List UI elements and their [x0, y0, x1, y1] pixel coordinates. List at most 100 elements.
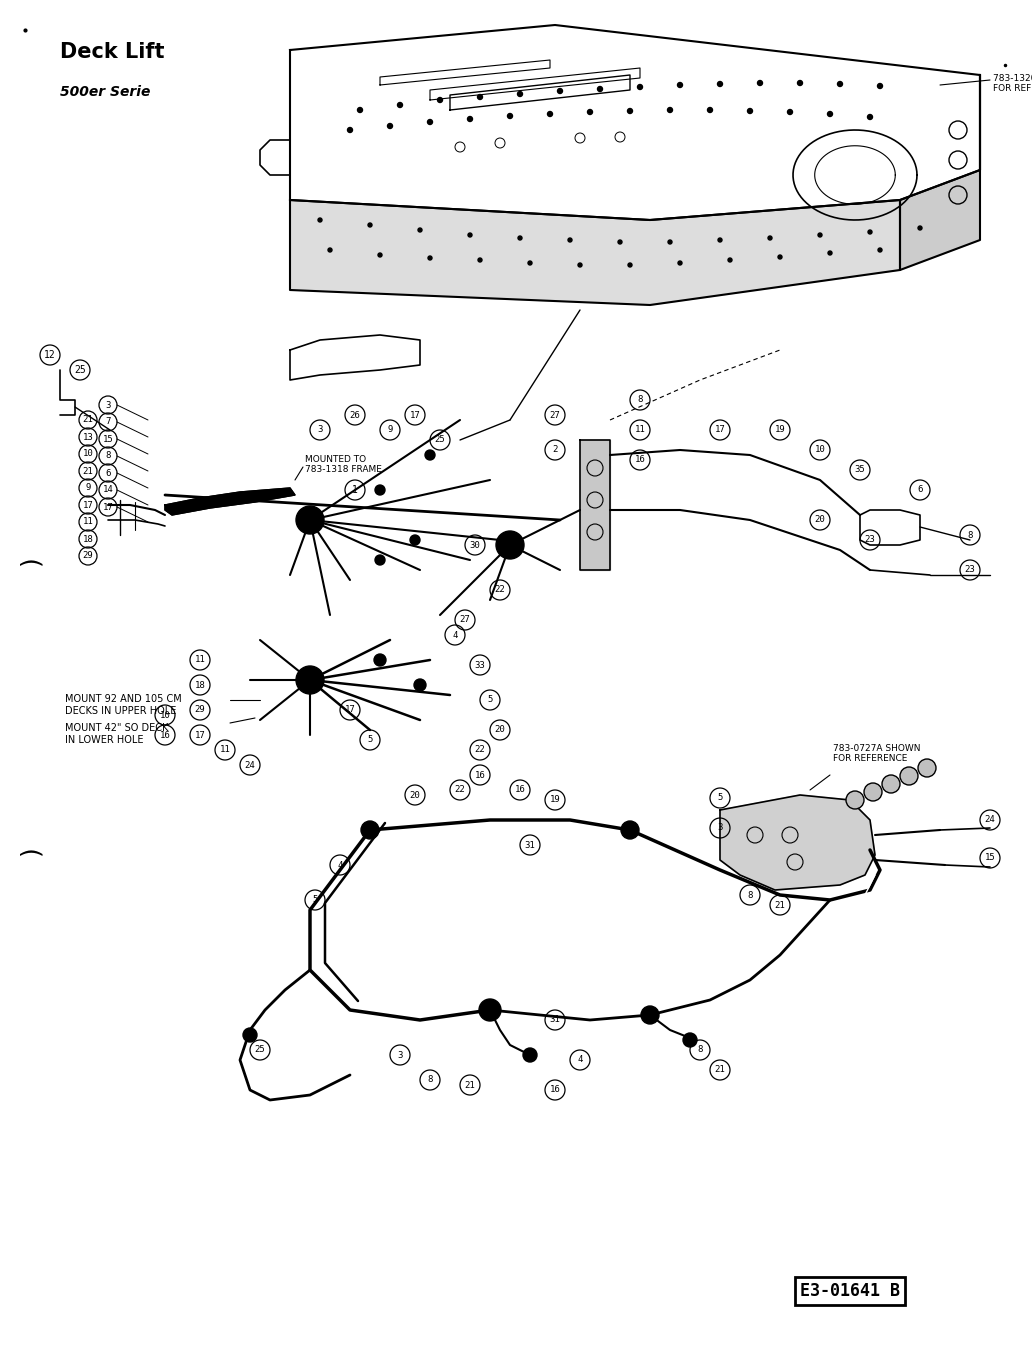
- Text: 30: 30: [470, 540, 480, 549]
- Circle shape: [517, 92, 522, 96]
- Circle shape: [478, 95, 483, 100]
- Circle shape: [508, 113, 513, 119]
- Circle shape: [375, 555, 385, 566]
- Circle shape: [296, 506, 324, 535]
- Text: 4: 4: [577, 1056, 583, 1065]
- Text: 21: 21: [775, 900, 785, 910]
- Circle shape: [628, 263, 632, 267]
- Circle shape: [868, 230, 872, 234]
- Text: 31: 31: [524, 841, 536, 849]
- Circle shape: [798, 81, 803, 85]
- Circle shape: [414, 679, 426, 691]
- Text: 16: 16: [635, 455, 645, 464]
- Circle shape: [479, 999, 501, 1021]
- Circle shape: [918, 225, 922, 230]
- Text: 16: 16: [160, 730, 170, 740]
- Text: 23: 23: [865, 536, 875, 544]
- Text: 3: 3: [105, 401, 110, 409]
- Text: 19: 19: [775, 425, 785, 435]
- Text: 9: 9: [387, 425, 393, 435]
- Circle shape: [361, 821, 379, 838]
- Polygon shape: [900, 76, 980, 270]
- Text: MOUNTED TO
783-1318 FRAME: MOUNTED TO 783-1318 FRAME: [305, 455, 382, 474]
- Text: 20: 20: [494, 725, 506, 734]
- Polygon shape: [580, 440, 610, 570]
- Circle shape: [877, 84, 882, 89]
- Text: 8: 8: [638, 396, 643, 405]
- Text: 18: 18: [195, 680, 205, 690]
- Circle shape: [768, 236, 772, 240]
- Circle shape: [578, 263, 582, 267]
- Text: 22: 22: [475, 745, 485, 755]
- Polygon shape: [290, 26, 980, 220]
- Text: 8: 8: [105, 451, 110, 460]
- Text: 25: 25: [74, 364, 86, 375]
- Circle shape: [428, 256, 432, 261]
- Text: 16: 16: [475, 771, 485, 779]
- Text: E3-01641 B: E3-01641 B: [800, 1282, 900, 1300]
- Text: 27: 27: [459, 616, 471, 625]
- Circle shape: [425, 450, 436, 460]
- Circle shape: [878, 248, 882, 252]
- Text: 11: 11: [83, 517, 93, 526]
- Text: 21: 21: [714, 1065, 725, 1075]
- Text: 35: 35: [854, 466, 866, 474]
- Text: 20: 20: [814, 516, 826, 525]
- Circle shape: [618, 240, 622, 244]
- Text: 11: 11: [635, 425, 645, 435]
- Circle shape: [328, 248, 332, 252]
- Polygon shape: [720, 795, 875, 890]
- Text: 17: 17: [410, 410, 420, 420]
- Circle shape: [478, 258, 482, 262]
- Text: 22: 22: [494, 586, 506, 594]
- Text: ): ): [18, 845, 42, 855]
- Circle shape: [828, 251, 832, 255]
- Circle shape: [668, 108, 673, 112]
- Circle shape: [387, 123, 392, 128]
- Circle shape: [882, 775, 900, 792]
- Circle shape: [397, 103, 402, 108]
- Text: 9: 9: [86, 483, 91, 493]
- Text: 8: 8: [427, 1076, 432, 1084]
- Text: 8: 8: [967, 531, 973, 540]
- Circle shape: [375, 485, 385, 495]
- Text: 16: 16: [550, 1085, 560, 1095]
- Text: 20: 20: [410, 791, 420, 799]
- Circle shape: [438, 97, 443, 103]
- Polygon shape: [165, 487, 295, 514]
- Circle shape: [378, 252, 382, 256]
- Circle shape: [467, 234, 472, 238]
- Circle shape: [523, 1048, 537, 1062]
- Text: 24: 24: [245, 760, 255, 770]
- Text: 3: 3: [317, 425, 323, 435]
- Circle shape: [900, 767, 918, 784]
- Text: 33: 33: [475, 660, 485, 670]
- Text: 11: 11: [220, 745, 230, 755]
- Polygon shape: [290, 200, 900, 305]
- Circle shape: [728, 258, 732, 262]
- Text: 19: 19: [550, 795, 560, 805]
- Circle shape: [557, 89, 562, 93]
- Text: 22: 22: [455, 786, 465, 795]
- Text: 4: 4: [452, 630, 457, 640]
- Text: MOUNT 42" SO DECK
IN LOWER HOLE: MOUNT 42" SO DECK IN LOWER HOLE: [65, 724, 168, 745]
- Circle shape: [348, 127, 353, 132]
- Circle shape: [718, 238, 722, 242]
- Circle shape: [778, 255, 782, 259]
- Circle shape: [357, 108, 362, 112]
- Text: 26: 26: [350, 410, 360, 420]
- Circle shape: [528, 261, 533, 265]
- Text: 21: 21: [83, 416, 93, 424]
- Circle shape: [496, 531, 524, 559]
- Text: 10: 10: [160, 710, 170, 720]
- Text: 10: 10: [83, 450, 93, 459]
- Circle shape: [368, 223, 372, 227]
- Circle shape: [518, 236, 522, 240]
- Text: 2: 2: [552, 446, 557, 455]
- Text: 17: 17: [102, 502, 114, 512]
- Text: 15: 15: [102, 435, 114, 444]
- Circle shape: [747, 108, 752, 113]
- Circle shape: [374, 653, 386, 666]
- Circle shape: [243, 1027, 257, 1042]
- Text: ): ): [18, 555, 42, 564]
